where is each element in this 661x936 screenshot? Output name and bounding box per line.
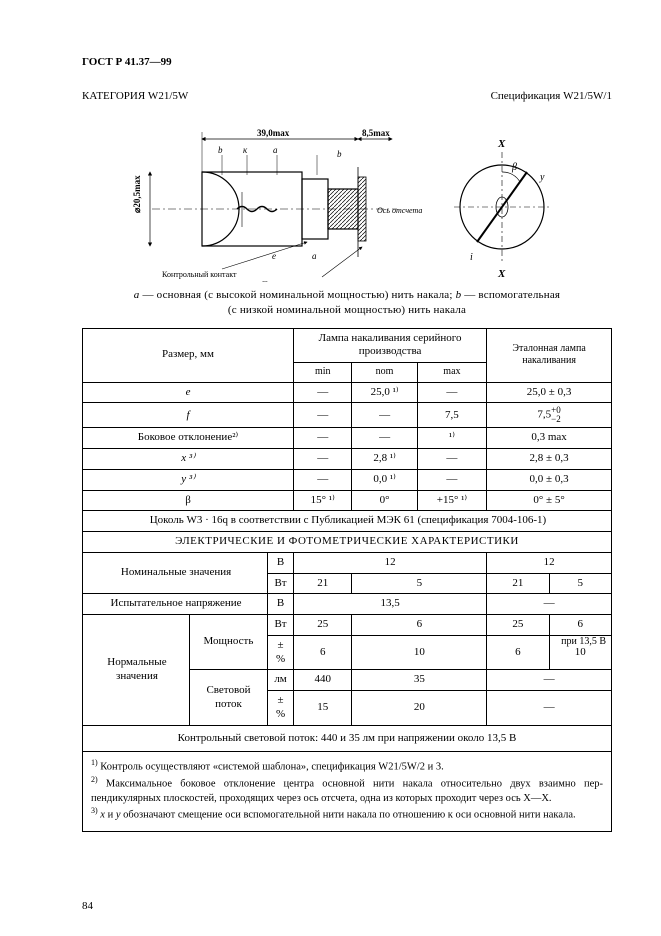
- svg-text:X: X: [497, 268, 506, 280]
- svg-text:к: к: [243, 145, 248, 155]
- note-13-5v: при 13,5 В: [561, 636, 606, 647]
- svg-text:Плоскость отсчета: Плоскость отсчета: [262, 280, 326, 282]
- svg-text:39,0max: 39,0max: [257, 128, 290, 138]
- doc-id: ГОСТ Р 41.37—99: [82, 56, 612, 68]
- technical-diagram: Ось отсчета 39,0max 8,5max ⌀20,5max b к …: [82, 112, 612, 282]
- diagram-caption: а — основная (с высокой номинальной мощн…: [82, 288, 612, 318]
- page-number: 84: [82, 900, 93, 912]
- spec-table: Размер, мм Лампа накаливания серийного п…: [82, 328, 612, 753]
- spec-label: Спецификация W21/5W/1: [491, 90, 612, 102]
- footnotes: 1) Контроль осуществляют «системой шабло…: [82, 752, 612, 831]
- svg-text:a: a: [312, 251, 317, 261]
- svg-text:b: b: [337, 149, 342, 159]
- svg-text:Ось отсчета: Ось отсчета: [377, 206, 422, 215]
- svg-text:X: X: [497, 138, 506, 150]
- svg-text:β: β: [511, 162, 517, 173]
- svg-text:y: y: [539, 172, 545, 183]
- svg-text:b: b: [218, 145, 223, 155]
- svg-text:⌀20,5max: ⌀20,5max: [132, 175, 142, 213]
- svg-text:8,5max: 8,5max: [362, 128, 390, 138]
- svg-text:Контрольный контакт: Контрольный контакт: [162, 270, 237, 279]
- svg-text:a: a: [273, 145, 278, 155]
- category-label: КАТЕГОРИЯ W21/5W: [82, 90, 188, 102]
- svg-text:i: i: [470, 252, 473, 263]
